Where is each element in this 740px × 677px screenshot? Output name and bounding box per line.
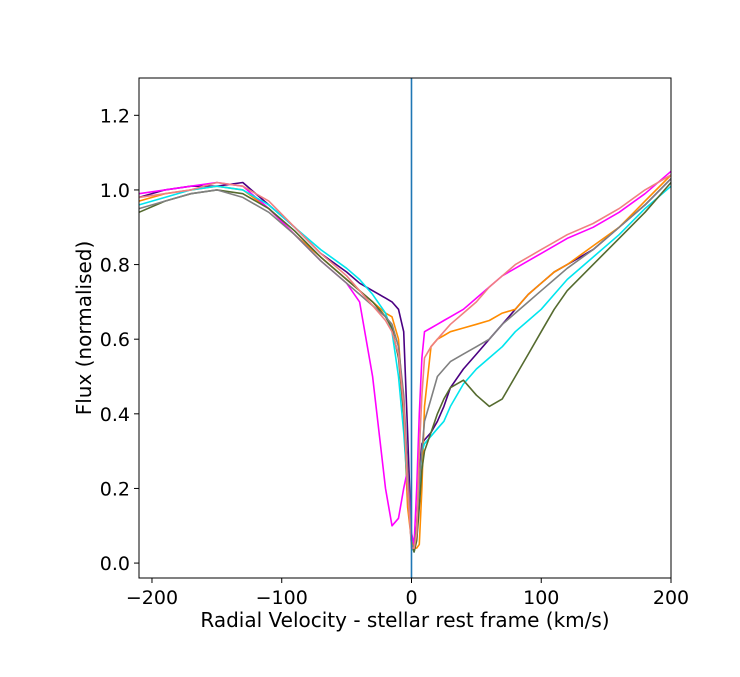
y-tick-label: 1.0 xyxy=(100,180,130,202)
x-axis: −200 −100 0 100 200 xyxy=(126,578,689,609)
x-tick-label: 200 xyxy=(653,587,689,609)
series-line-6 xyxy=(138,178,672,549)
y-tick-label: 0.4 xyxy=(100,404,130,426)
y-axis-label: Flux (normalised) xyxy=(72,241,96,416)
y-tick-label: 0.2 xyxy=(100,478,130,500)
y-tick-label: 0.0 xyxy=(100,553,130,575)
x-tick-label: −100 xyxy=(256,587,308,609)
x-axis-label: Radial Velocity - stellar rest frame (km… xyxy=(200,608,609,632)
y-tick-label: 1.2 xyxy=(100,105,130,127)
x-tick-label: −200 xyxy=(126,587,178,609)
series-line-2 xyxy=(138,174,672,549)
y-tick-label: 0.8 xyxy=(100,255,130,277)
x-tick-label: 100 xyxy=(523,587,559,609)
series-line-7 xyxy=(138,174,672,549)
x-tick-label: 0 xyxy=(405,587,417,609)
plot-background xyxy=(139,78,671,578)
y-tick-label: 0.6 xyxy=(100,329,130,351)
y-axis: 0.0 0.2 0.4 0.6 0.8 1.0 1.2 xyxy=(100,105,139,575)
series-line-5 xyxy=(138,181,672,553)
series-layer xyxy=(138,170,672,553)
plot-frame xyxy=(138,77,672,579)
